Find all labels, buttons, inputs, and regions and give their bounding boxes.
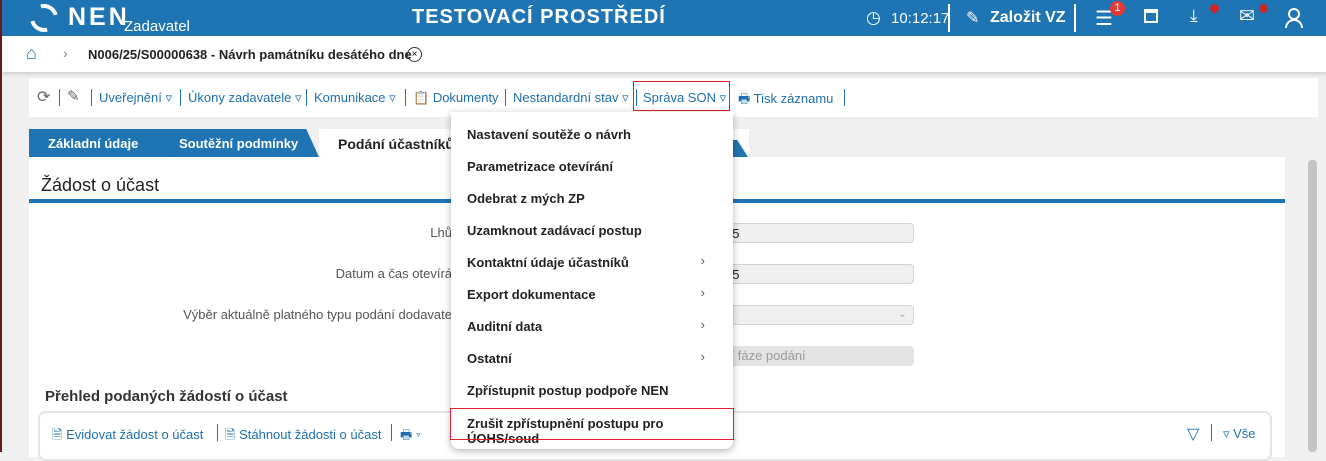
tab-zakladni-udaje[interactable]: Základní údaje <box>29 129 179 157</box>
field-label-datum-otevirani: Datum a čas otevírá <box>335 266 452 281</box>
refresh-icon[interactable]: ⟳ <box>37 89 51 106</box>
menu-item-zpristupnit-podpore[interactable]: Zpřístupnit postup podpoře NEN <box>467 383 669 398</box>
menu-item-odebrat-z-mych-zp[interactable]: Odebrat z mých ZP <box>467 191 585 206</box>
create-vz-button[interactable]: Založit VZ <box>990 9 1066 26</box>
download-icon[interactable]: ⤓ <box>1190 6 1198 25</box>
divider <box>948 4 950 32</box>
user-icon-body <box>1285 19 1303 28</box>
home-icon[interactable]: ⌂ <box>26 43 37 63</box>
printer-icon: 🖶 <box>400 427 413 442</box>
close-icon[interactable]: × <box>407 47 422 62</box>
print-menu-button[interactable]: 🖶 ▿ <box>400 427 421 442</box>
logo-subtitle: Zadavatel <box>124 18 190 35</box>
field-label-typ-podani: Výběr aktuálně platného typu podání doda… <box>183 307 452 322</box>
overview-title: Přehled podaných žádostí o účast <box>45 388 288 405</box>
tab-soutezni-podminky[interactable]: Soutěžní podmínky <box>159 129 319 157</box>
lhuta-input[interactable]: 15 <box>702 223 914 243</box>
menu-item-zrusit-zpristupneni-uohs[interactable]: Zrušit zpřístupnění postupu pro ÚOHS/sou… <box>450 408 734 446</box>
edit-icon: ✎ <box>966 10 980 27</box>
chevron-down-icon: ⌄ <box>897 308 907 320</box>
menu-item-nastaveni-souteze[interactable]: Nastavení soutěže o návrh <box>467 127 631 142</box>
scrollbar[interactable] <box>1308 160 1317 452</box>
menu-item-ostatni[interactable]: Ostatní › <box>467 349 705 366</box>
filter-icon[interactable]: ▽ <box>1187 426 1200 443</box>
typ-podani-select[interactable]: ⌄ <box>702 305 914 325</box>
edit-icon[interactable]: ✎ <box>67 88 80 105</box>
menu-item-uzamknout-postup[interactable]: Uzamknout zadávací postup <box>467 223 642 238</box>
menu-item-kontaktni-udaje[interactable]: Kontaktní údaje účastníků › <box>467 253 705 270</box>
field-label-lhuta: Lhů <box>430 225 452 240</box>
chevron-right-icon: › <box>700 349 705 364</box>
chevron-right-icon: › <box>63 45 68 61</box>
toolbar-ukony-zadavatele[interactable]: Úkony zadavatele ▿ <box>188 90 302 105</box>
printer-icon: 🖶 <box>738 91 751 106</box>
notification-badge: 1 <box>1110 1 1125 16</box>
section-title: Žádost o účast <box>41 175 160 195</box>
toolbar-komunikace[interactable]: Komunikace ▿ <box>314 90 396 105</box>
breadcrumb: ⌂ › N006/25/S00000638 - Návrh památníku … <box>2 36 1326 72</box>
menu-item-parametrizace-otevirani[interactable]: Parametrizace otevírání <box>467 159 613 174</box>
faze-podani-input[interactable]: cí fáze podání <box>702 346 914 366</box>
clock-icon: ◷ <box>866 8 881 27</box>
download-dot <box>1210 4 1219 13</box>
logo-text[interactable]: NEN <box>68 3 130 31</box>
divider <box>1074 4 1076 32</box>
calendar-icon[interactable] <box>1144 9 1158 23</box>
document-download-icon: 🗎 <box>225 427 236 442</box>
sprava-son-dropdown-menu: Nastavení soutěže o návrh Parametrizace … <box>450 112 734 449</box>
toolbar-tisk-zaznamu[interactable]: 🖶 Tisk záznamu <box>738 91 834 106</box>
chevron-right-icon: › <box>700 317 705 332</box>
evidovat-zadost-button[interactable]: 🗎 Evidovat žádost o účast <box>52 427 204 442</box>
top-header: NEN Zadavatel TESTOVACÍ PROSTŘEDÍ ◷ 10:1… <box>2 0 1326 38</box>
document-gear-icon: 🗎 <box>52 427 63 442</box>
menu-icon[interactable]: ☰ <box>1095 8 1113 30</box>
chevron-right-icon: › <box>700 285 705 300</box>
environment-title: TESTOVACÍ PROSTŘEDÍ <box>412 6 666 28</box>
mail-dot <box>1259 4 1268 13</box>
stahnout-zadosti-button[interactable]: 🗎 Stáhnout žádosti o účast <box>225 427 382 442</box>
chevron-right-icon: › <box>700 253 705 268</box>
datum-otevirani-input[interactable]: 15 <box>702 264 914 284</box>
filter-all-dropdown[interactable]: ▿ Vše <box>1223 426 1256 441</box>
toolbar-nestandardni-stav[interactable]: Nestandardní stav ▿ <box>513 90 629 105</box>
nen-logo-icon <box>24 0 64 38</box>
toolbar-sprava-son[interactable]: Správa SON ▿ <box>633 81 730 111</box>
mail-icon[interactable]: ✉ <box>1239 6 1255 27</box>
menu-item-export-dokumentace[interactable]: Export dokumentace › <box>467 285 705 302</box>
clock-time: 10:12:17 <box>891 10 950 27</box>
action-toolbar: ⟳ ✎ Uveřejnění ▿ Úkony zadavatele ▿ Komu… <box>29 78 1318 117</box>
toolbar-uverejneni[interactable]: Uveřejnění ▿ <box>99 90 173 105</box>
menu-item-auditni-data[interactable]: Auditní data › <box>467 317 705 334</box>
clipboard-icon: 📋 <box>413 90 430 105</box>
breadcrumb-title[interactable]: N006/25/S00000638 - Návrh památníku desá… <box>88 47 412 62</box>
toolbar-dokumenty[interactable]: 📋 Dokumenty <box>413 90 499 105</box>
